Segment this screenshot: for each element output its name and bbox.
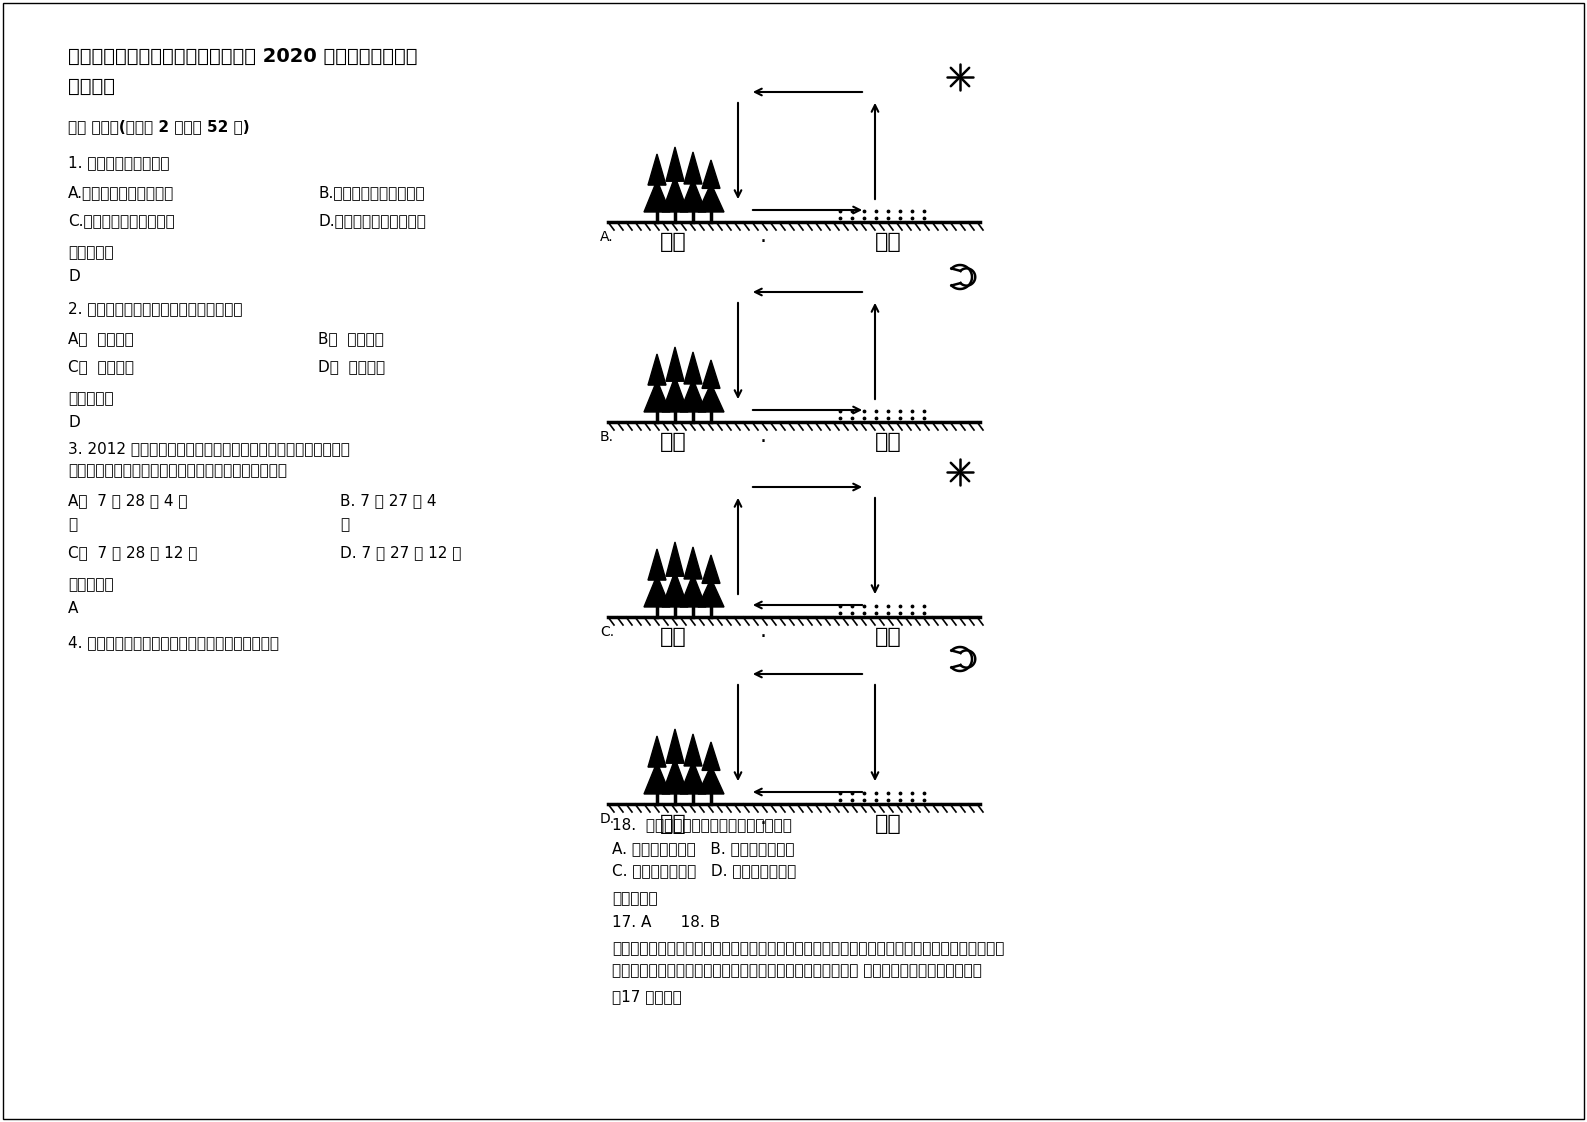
Polygon shape: [701, 742, 720, 771]
Text: A．  公路运输: A． 公路运输: [68, 331, 133, 346]
Polygon shape: [684, 734, 701, 766]
Polygon shape: [698, 183, 724, 212]
Text: 沙漠: 沙漠: [874, 432, 901, 452]
Text: 参考答案：: 参考答案：: [68, 577, 114, 592]
Polygon shape: [647, 355, 667, 385]
Polygon shape: [701, 160, 720, 188]
Text: 在沙漠和森林之间会形成空气环流系统，白天沙漠升温快，气温高，气流上升。森林升温慢，气温: 在沙漠和森林之间会形成空气环流系统，白天沙漠升温快，气温高，气流上升。森林升温慢…: [613, 941, 1005, 956]
Polygon shape: [701, 360, 720, 388]
Text: D: D: [68, 415, 79, 430]
Text: D.: D.: [600, 812, 616, 826]
Text: 沙漠: 沙漠: [874, 813, 901, 834]
Text: ·: ·: [760, 232, 767, 252]
Polygon shape: [647, 154, 667, 185]
Text: 参考答案：: 参考答案：: [68, 245, 114, 260]
Text: D. 7 月 27 日 12 时: D. 7 月 27 日 12 时: [340, 545, 462, 560]
Text: 时: 时: [340, 517, 349, 532]
Text: B.在北半球，并向南移动: B.在北半球，并向南移动: [317, 185, 425, 200]
Polygon shape: [684, 151, 701, 184]
Text: A. 太阳辐射的差异   B. 地表性质的差异: A. 太阳辐射的差异 B. 地表性质的差异: [613, 842, 795, 856]
Text: D: D: [68, 269, 79, 284]
Text: 低，气流下沉。森林、沙漠的热力性质不同，吸收相同的热量 ，森林升温慢，沙漠升温快。: 低，气流下沉。森林、沙漠的热力性质不同，吸收相同的热量 ，森林升温慢，沙漠升温快…: [613, 963, 982, 978]
Text: B. 7 月 27 日 4: B. 7 月 27 日 4: [340, 493, 436, 508]
Text: 森林: 森林: [660, 627, 687, 647]
Polygon shape: [679, 379, 706, 412]
Polygon shape: [647, 736, 667, 767]
Text: A.: A.: [600, 230, 614, 243]
Text: 【17 题详解】: 【17 题详解】: [613, 988, 682, 1004]
Text: B.: B.: [600, 430, 614, 444]
Text: 贵州省贵阳市花溪区久安乡久安中学 2020 年高一地理期末试: 贵州省贵阳市花溪区久安乡久安中学 2020 年高一地理期末试: [68, 47, 417, 66]
Text: 4. 下面绘制的沙漠和森林之间环流示意图正确的是: 4. 下面绘制的沙漠和森林之间环流示意图正确的是: [68, 635, 279, 650]
Polygon shape: [679, 761, 706, 794]
Text: 卷含解析: 卷含解析: [68, 77, 114, 96]
Polygon shape: [662, 571, 689, 607]
Polygon shape: [644, 181, 670, 212]
Text: 森林: 森林: [660, 813, 687, 834]
Text: ·: ·: [760, 813, 767, 834]
Text: 时: 时: [68, 517, 78, 532]
Text: ·: ·: [760, 432, 767, 452]
Polygon shape: [698, 765, 724, 794]
Text: A: A: [68, 601, 78, 616]
Polygon shape: [667, 542, 684, 577]
Polygon shape: [667, 729, 684, 763]
Text: 沙漠: 沙漠: [874, 232, 901, 252]
Text: C.: C.: [600, 625, 614, 640]
Text: 沙漠: 沙漠: [874, 627, 901, 647]
Text: C．  水路运输: C． 水路运输: [68, 359, 133, 374]
Polygon shape: [679, 574, 706, 607]
Text: A．  7 月 28 日 4 时: A． 7 月 28 日 4 时: [68, 493, 187, 508]
Polygon shape: [662, 758, 689, 794]
Polygon shape: [647, 549, 667, 580]
Polygon shape: [701, 555, 720, 583]
Polygon shape: [644, 380, 670, 412]
Text: 森林: 森林: [660, 232, 687, 252]
Polygon shape: [644, 762, 670, 794]
Text: 一、 选择题(每小题 2 分，共 52 分): 一、 选择题(每小题 2 分，共 52 分): [68, 119, 249, 134]
Polygon shape: [679, 180, 706, 212]
Text: 参考答案：: 参考答案：: [613, 891, 657, 905]
Polygon shape: [667, 347, 684, 381]
Text: 2. 运具与线路合二为一的新型运输方式是: 2. 运具与线路合二为一的新型运输方式是: [68, 301, 243, 316]
Text: C．  7 月 28 日 12 时: C． 7 月 28 日 12 时: [68, 545, 197, 560]
Polygon shape: [698, 579, 724, 607]
Text: C. 地形地势的差异   D. 气候类型的差异: C. 地形地势的差异 D. 气候类型的差异: [613, 863, 797, 879]
Polygon shape: [667, 147, 684, 182]
Text: D．  管道运输: D． 管道运输: [317, 359, 386, 374]
Polygon shape: [662, 376, 689, 412]
Text: D.在南半球，并向北移动: D.在南半球，并向北移动: [317, 213, 425, 228]
Text: C.在南半球，并向南移动: C.在南半球，并向南移动: [68, 213, 175, 228]
Polygon shape: [684, 352, 701, 384]
Polygon shape: [684, 548, 701, 579]
Text: 17. A      18. B: 17. A 18. B: [613, 916, 720, 930]
Polygon shape: [698, 384, 724, 412]
Text: 3. 2012 年伦敦奥运会在斯特拉特福德奥林匹克体育场于伦敦时: 3. 2012 年伦敦奥运会在斯特拉特福德奥林匹克体育场于伦敦时: [68, 441, 349, 456]
Polygon shape: [662, 176, 689, 212]
Text: 1. 今天，太阳直射点：: 1. 今天，太阳直射点：: [68, 155, 170, 171]
Polygon shape: [644, 576, 670, 607]
Text: ·: ·: [760, 627, 767, 647]
Text: A.在北半球，并向北移动: A.在北半球，并向北移动: [68, 185, 175, 200]
Text: B．  铁路运输: B． 铁路运输: [317, 331, 384, 346]
Text: 参考答案：: 参考答案：: [68, 390, 114, 406]
Text: 森林: 森林: [660, 432, 687, 452]
Text: 18.  在沙漠与森林之间形成环流的原因是: 18. 在沙漠与森林之间形成环流的原因是: [613, 817, 792, 833]
Text: 流体育爱好者准时收看实况转播的时间应该是北京时间: 流体育爱好者准时收看实况转播的时间应该是北京时间: [68, 463, 287, 478]
